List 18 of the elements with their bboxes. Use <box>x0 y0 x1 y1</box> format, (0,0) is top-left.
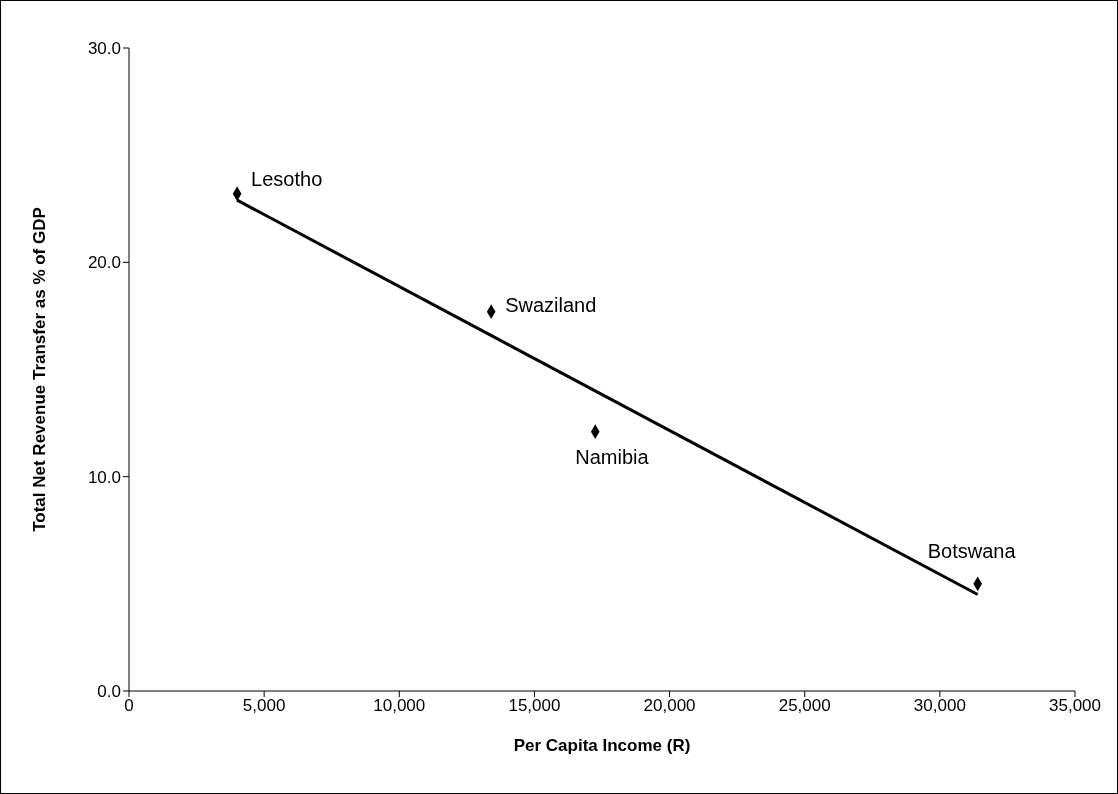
x-tick-label: 10,000 <box>373 696 426 716</box>
y-axis-title: Total Net Revenue Transfer as % of GDP <box>30 207 50 532</box>
x-tick-label: 5,000 <box>242 696 286 716</box>
x-axis-title: Per Capita Income (R) <box>513 736 691 755</box>
annotation: Botswana <box>927 539 1017 562</box>
x-tick-label: 0 <box>124 696 134 716</box>
y-tick-label: 20.0 <box>87 253 121 273</box>
y-tick-label: 30.0 <box>87 39 121 59</box>
annotation: Namibia <box>575 445 650 468</box>
x-tick-label: 20,000 <box>643 696 696 716</box>
x-tick-label: 15,000 <box>508 696 561 716</box>
x-tick-label: 35,000 <box>1049 696 1101 716</box>
annotation: Lesotho <box>251 167 323 190</box>
annotation: Swaziland <box>505 293 597 316</box>
y-tick-label: 0.0 <box>97 682 121 702</box>
y-tick-label: 10.0 <box>87 467 121 487</box>
x-tick-label: 30,000 <box>913 696 966 716</box>
x-tick-label: 25,000 <box>778 696 831 716</box>
